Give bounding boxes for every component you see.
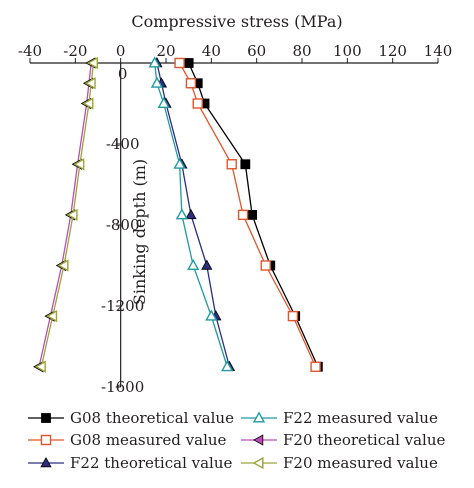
x-tick-label: 0 [116,42,126,60]
data-point [174,57,185,69]
data-point [66,208,78,222]
legend: G08 theoretical value G08 measured value F… [28,409,446,472]
data-point [34,360,46,373]
data-point [175,208,189,220]
series-2 [174,57,321,372]
legend-marker [40,434,52,446]
x-tick-label: -40 [18,42,42,60]
x-tick-label: 120 [378,42,407,60]
legend-entry: G08 theoretical value [28,409,234,427]
legend-marker [252,411,266,423]
legend-label: F22 measured value [283,409,438,427]
data-point [173,157,186,169]
x-tick-label: -20 [63,42,87,60]
data-point [84,77,96,90]
data-point [183,58,194,68]
data-point [86,56,98,70]
x-tick-label: 140 [424,42,453,60]
y-tick-label: -1600 [101,378,144,396]
data-point [187,258,200,271]
legend-entry: F20 measured value [241,454,438,472]
legend-marker [252,434,264,446]
series-4 [148,56,234,372]
data-point [157,96,170,109]
data-point [287,310,299,322]
series-6 [34,56,98,373]
data-point [148,56,161,68]
data-point [46,309,58,323]
plot-series [33,56,323,373]
legend-label: F20 theoretical value [283,431,446,449]
y-origin-label: 0 [118,65,128,83]
legend-label: G08 measured value [70,431,227,449]
data-point [57,259,69,272]
legend-entry: F20 theoretical value [241,431,446,449]
x-tick-label: 20 [156,42,175,60]
data-point [185,208,197,220]
data-point [226,159,237,170]
x-tick-label: 60 [247,42,266,60]
data-point [150,76,164,88]
x-axis: -40 -20 0 20 40 60 80 100 120 140 [18,42,453,64]
data-point [73,158,85,171]
data-point [82,97,94,110]
data-point [237,209,249,221]
legend-entry: F22 theoretical value [28,454,233,472]
y-axis: 0 -400 -800 -1200 -1600 [101,63,144,396]
legend-label: F20 measured value [283,454,438,472]
data-point [247,209,258,220]
legend-marker [252,456,264,470]
y-tick-label: -400 [106,135,140,153]
data-point [310,361,321,372]
legend-entry: F22 measured value [241,409,438,427]
y-tick-label: -1200 [101,297,144,315]
legend-label: G08 theoretical value [70,409,234,427]
x-tick-label: 80 [292,42,311,60]
data-point [260,260,271,271]
data-point [205,309,218,321]
x-tick-label: 100 [333,42,362,60]
y-tick-label: -800 [106,216,140,234]
data-point [201,259,213,270]
data-point [221,360,234,372]
legend-marker [41,413,51,423]
series-line [38,62,92,367]
legend-marker [40,456,52,468]
x-axis-title: Compressive stress (MPa) [131,12,342,31]
legend-entry: G08 measured value [28,431,227,449]
y-axis-title: Sinking depth (m) [130,159,149,305]
data-point [192,98,203,109]
x-tick-label: 40 [202,42,221,60]
data-point [240,159,251,170]
legend-label: F22 theoretical value [70,454,233,472]
data-point [185,78,197,89]
series-1 [183,58,323,372]
